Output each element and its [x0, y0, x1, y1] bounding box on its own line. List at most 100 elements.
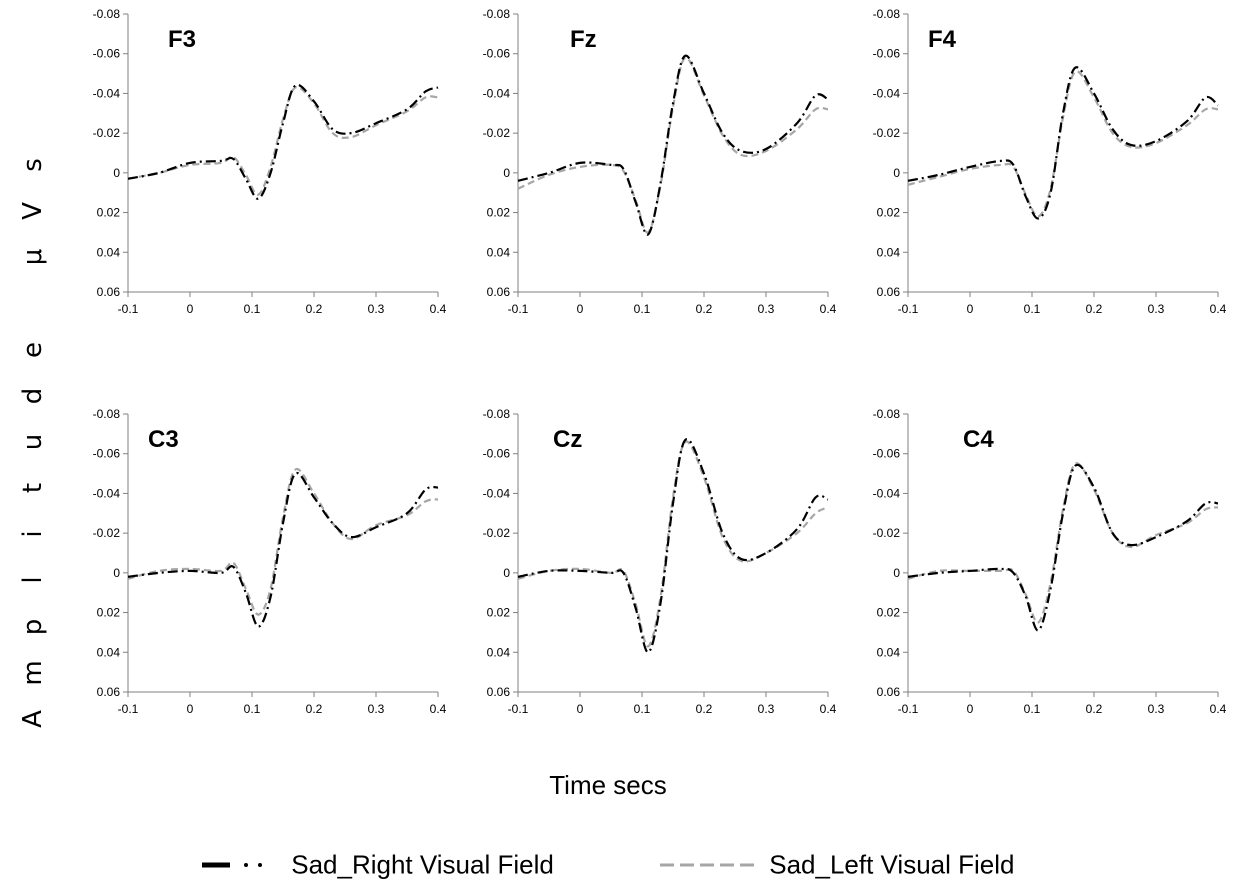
y-tick-label: 0.04: [877, 245, 901, 259]
y-tick-label: -0.02: [483, 526, 511, 540]
x-tick-label: 0.2: [696, 702, 713, 716]
x-tick-label: 0.3: [758, 702, 775, 716]
x-tick-label: 0: [577, 302, 584, 316]
y-tick-label: 0.02: [487, 206, 511, 220]
y-tick-label: -0.06: [873, 447, 901, 461]
x-tick-label: 0.1: [244, 302, 261, 316]
x-tick-label: -0.1: [898, 302, 919, 316]
y-tick-label: 0.06: [877, 285, 901, 299]
x-tick-label: 0: [967, 702, 974, 716]
y-axis-label-char: u: [18, 433, 48, 451]
y-tick-label: -0.04: [93, 86, 121, 100]
y-tick-label: 0.04: [487, 245, 511, 259]
panel-title: Fz: [570, 26, 597, 53]
y-axis-label-char: e: [18, 341, 48, 358]
x-tick-label: 0.4: [430, 702, 447, 716]
y-axis-label-char: i: [18, 530, 48, 538]
x-tick-label: -0.1: [508, 702, 529, 716]
y-tick-label: -0.08: [873, 407, 901, 421]
y-tick-label: 0.02: [487, 606, 511, 620]
legend-item-left: Sad_Left Visual Field: [658, 848, 1014, 881]
y-tick-label: -0.02: [93, 126, 121, 140]
y-axis-label-char: d: [18, 387, 48, 405]
panel-c3: -0.08 -0.06 -0.04 -0.02 0 0.02 0.04 0.06 -0.1 0 0.…: [93, 407, 447, 716]
series-line-right-visual-field: [127, 471, 439, 628]
x-tick-label: 0.2: [1086, 302, 1103, 316]
y-tick-label: 0.02: [97, 206, 121, 220]
series-line-left-visual-field: [127, 468, 439, 616]
x-tick-label: 0.2: [1086, 702, 1103, 716]
y-tick-label: -0.06: [483, 47, 511, 61]
y-tick-label: -0.06: [483, 447, 511, 461]
x-tick-label: 0.1: [634, 302, 651, 316]
y-tick-label: -0.02: [93, 526, 121, 540]
series-line-left-visual-field: [517, 56, 829, 234]
y-tick-label: 0.04: [97, 245, 121, 259]
x-tick-label: 0: [187, 302, 194, 316]
y-tick-label: 0.06: [877, 685, 901, 699]
legend-label-right: Sad_Right Visual Field: [291, 849, 554, 880]
series-line-right-visual-field: [517, 438, 829, 654]
series-line-right-visual-field: [907, 66, 1219, 220]
panel-title: F4: [928, 26, 957, 53]
x-tick-label: -0.1: [118, 702, 139, 716]
y-tick-label: -0.02: [483, 126, 511, 140]
x-tick-label: 0: [967, 302, 974, 316]
y-axis-label-char: A: [18, 709, 48, 728]
series-line-right-visual-field: [907, 463, 1219, 632]
x-tick-label: -0.1: [118, 302, 139, 316]
y-tick-label: -0.08: [873, 7, 901, 21]
x-tick-label: 0.4: [1210, 702, 1227, 716]
panel-title: C4: [963, 426, 994, 453]
y-tick-label: 0.06: [97, 685, 121, 699]
y-tick-label: 0.02: [877, 606, 901, 620]
y-tick-label: -0.06: [873, 47, 901, 61]
panel-fz: -0.08 -0.06 -0.04 -0.02 0 0.02 0.04 0.06 -0.1 0 0.…: [483, 7, 837, 316]
panel-cz: -0.08 -0.06 -0.04 -0.02 0 0.02 0.04 0.06 -0.1 0 0.…: [483, 407, 837, 716]
x-tick-label: 0.1: [244, 702, 261, 716]
x-tick-label: 0: [187, 702, 194, 716]
series-line-left-visual-field: [127, 86, 439, 196]
y-tick-label: -0.04: [93, 486, 121, 500]
y-tick-label: 0.06: [487, 685, 511, 699]
x-tick-label: 0.4: [1210, 302, 1227, 316]
y-tick-label: -0.06: [93, 47, 121, 61]
x-tick-label: 0.4: [820, 302, 837, 316]
x-tick-label: 0.4: [820, 702, 837, 716]
legend-label-left: Sad_Left Visual Field: [769, 849, 1015, 880]
x-tick-label: 0.3: [368, 302, 385, 316]
y-tick-label: 0: [893, 566, 900, 580]
y-tick-label: -0.04: [483, 486, 511, 500]
x-tick-label: 0.3: [758, 302, 775, 316]
x-tick-label: 0.1: [1024, 702, 1041, 716]
y-tick-label: 0.06: [97, 285, 121, 299]
y-tick-label: 0: [113, 166, 120, 180]
y-axis-label-char: p: [18, 618, 48, 635]
x-tick-label: 0.3: [1148, 702, 1165, 716]
y-tick-label: 0.04: [487, 645, 511, 659]
y-axis-label-char: m: [18, 660, 48, 686]
x-axis-label-time: Time secs: [549, 770, 667, 800]
x-tick-label: 0.3: [368, 702, 385, 716]
legend-swatch-dash-dot-icon: [202, 862, 262, 868]
y-tick-label: 0: [893, 166, 900, 180]
x-tick-label: -0.1: [898, 702, 919, 716]
y-tick-label: 0: [503, 166, 510, 180]
y-axis-label-char: V: [18, 202, 48, 221]
legend-swatch-dashed-icon: [660, 863, 760, 867]
x-tick-label: -0.1: [508, 302, 529, 316]
y-tick-label: -0.02: [873, 526, 901, 540]
y-axis-label-char: l: [18, 576, 48, 584]
y-tick-label: 0.04: [97, 645, 121, 659]
series-line-left-visual-field: [907, 70, 1219, 218]
x-tick-label: 0.3: [1148, 302, 1165, 316]
x-tick-label: 0.1: [1024, 302, 1041, 316]
y-axis-label-char: s: [18, 158, 48, 172]
x-tick-label: 0.2: [306, 702, 323, 716]
series-line-right-visual-field: [127, 83, 439, 200]
x-tick-label: 0.2: [306, 302, 323, 316]
y-tick-label: -0.04: [873, 86, 901, 100]
y-tick-label: 0.06: [487, 285, 511, 299]
series-line-right-visual-field: [517, 54, 829, 236]
